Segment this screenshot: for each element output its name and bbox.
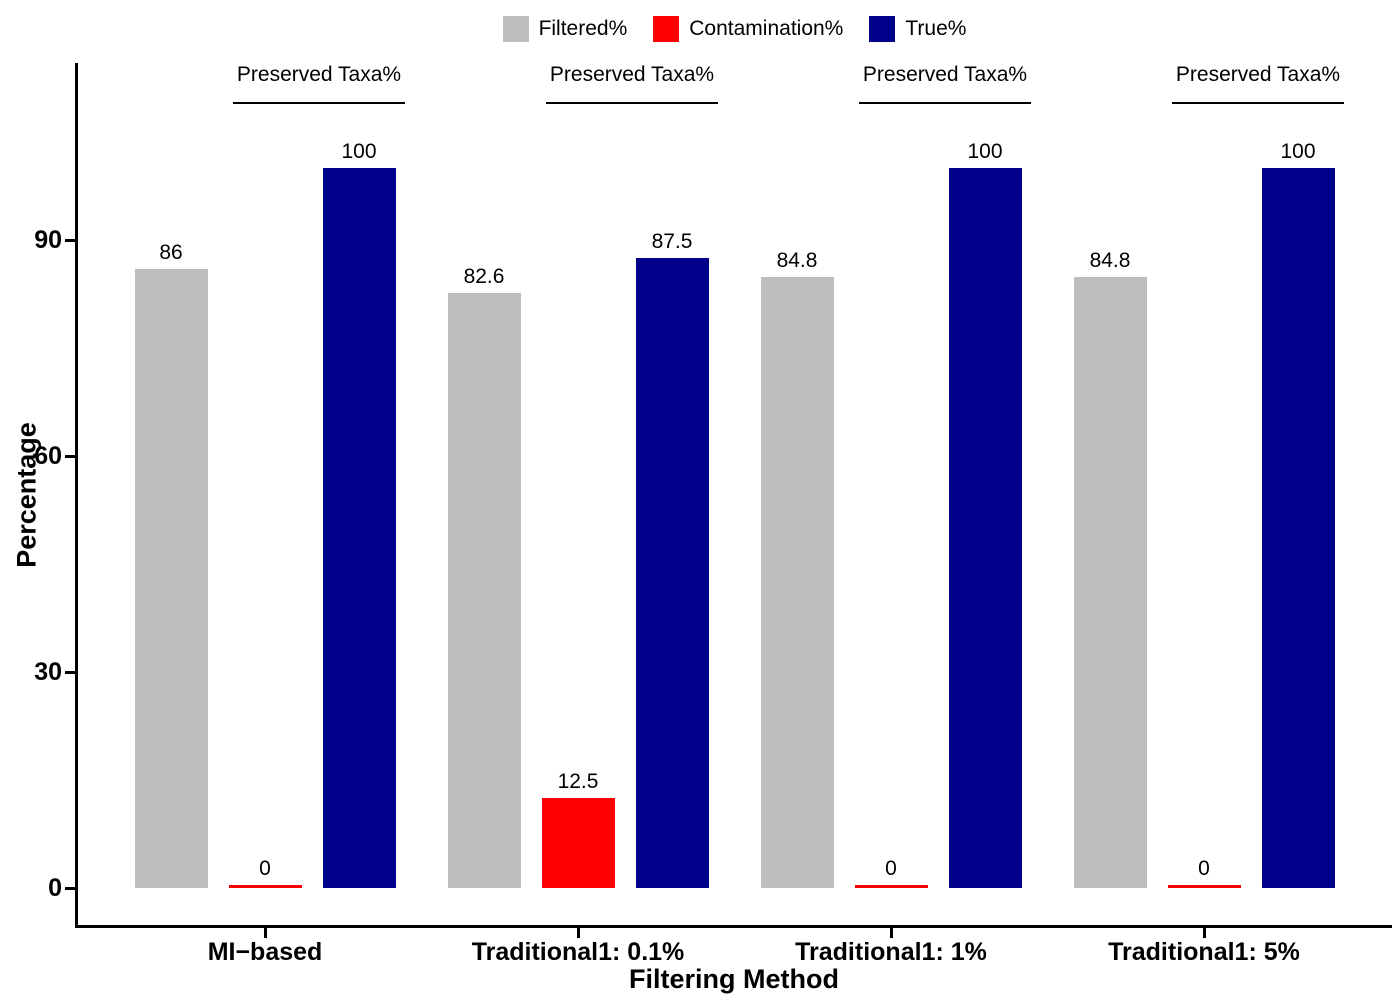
y-tick-mark — [65, 239, 75, 242]
y-tick-label: 90 — [34, 226, 62, 254]
y-tick-label: 0 — [48, 874, 62, 902]
x-tick-label: Traditional1: 1% — [795, 938, 987, 966]
y-axis-line — [75, 63, 78, 927]
bar-contamination — [228, 885, 302, 888]
x-tick-mark — [890, 928, 893, 938]
legend-label-true: True% — [905, 17, 967, 40]
bar-value-label: 82.6 — [463, 265, 505, 288]
group-annotation-label: Preserved Taxa% — [549, 63, 715, 86]
bar-contamination — [541, 798, 615, 888]
x-axis-title: Filtering Method — [629, 964, 839, 994]
bar-value-label: 86 — [159, 241, 183, 264]
bar-value-label: 0 — [885, 857, 897, 880]
bar-value-label: 0 — [1198, 857, 1210, 880]
bar-true — [635, 258, 709, 888]
group-annotation-label: Preserved Taxa% — [236, 63, 402, 86]
x-tick-mark — [1203, 928, 1206, 938]
group-annotation-label: Preserved Taxa% — [1175, 63, 1341, 86]
legend-item-contamination: Contamination% — [653, 16, 843, 42]
bar-filtered — [447, 293, 521, 888]
legend-label-filtered: Filtered% — [538, 17, 628, 40]
legend-label-contamination: Contamination% — [689, 17, 844, 40]
bar-true — [322, 168, 396, 888]
group-annotation-line — [233, 102, 405, 104]
bar-true — [948, 168, 1022, 888]
bar-value-label: 84.8 — [1089, 249, 1131, 272]
group-annotation-line — [859, 102, 1031, 104]
bar-true — [1261, 168, 1335, 888]
bar-filtered — [1073, 277, 1147, 888]
bar-contamination — [854, 885, 928, 888]
bar-value-label: 100 — [1280, 140, 1316, 163]
group-annotation-line — [546, 102, 718, 104]
bar-filtered — [134, 269, 208, 888]
y-tick-mark — [65, 671, 75, 674]
group-annotation-label: Preserved Taxa% — [862, 63, 1028, 86]
x-tick-mark — [577, 928, 580, 938]
bar-value-label: 0 — [259, 857, 271, 880]
contamination-swatch-icon — [653, 16, 680, 42]
legend-item-true: True% — [869, 16, 966, 42]
bar-contamination — [1167, 885, 1241, 888]
y-tick-label: 30 — [34, 658, 62, 686]
x-axis-line — [75, 925, 1392, 928]
true-swatch-icon — [869, 16, 896, 42]
y-tick-mark — [65, 455, 75, 458]
bar-value-label: 84.8 — [776, 249, 818, 272]
y-tick-mark — [65, 887, 75, 890]
legend-item-filtered: Filtered% — [502, 16, 628, 42]
bar-value-label: 12.5 — [557, 770, 599, 793]
bar-value-label: 87.5 — [651, 230, 693, 253]
group-annotation-line — [1172, 102, 1344, 104]
x-tick-mark — [264, 928, 267, 938]
legend: Filtered% Contamination% True% — [77, 6, 1392, 52]
filtered-swatch-icon — [502, 16, 529, 42]
x-tick-label: MI−based — [207, 938, 323, 966]
bar-value-label: 100 — [967, 140, 1003, 163]
x-tick-label: Traditional1: 5% — [1108, 938, 1300, 966]
bar-filtered — [760, 277, 834, 888]
y-tick-label: 60 — [34, 442, 62, 470]
x-tick-label: Traditional1: 0.1% — [471, 938, 685, 966]
bar-value-label: 100 — [341, 140, 377, 163]
